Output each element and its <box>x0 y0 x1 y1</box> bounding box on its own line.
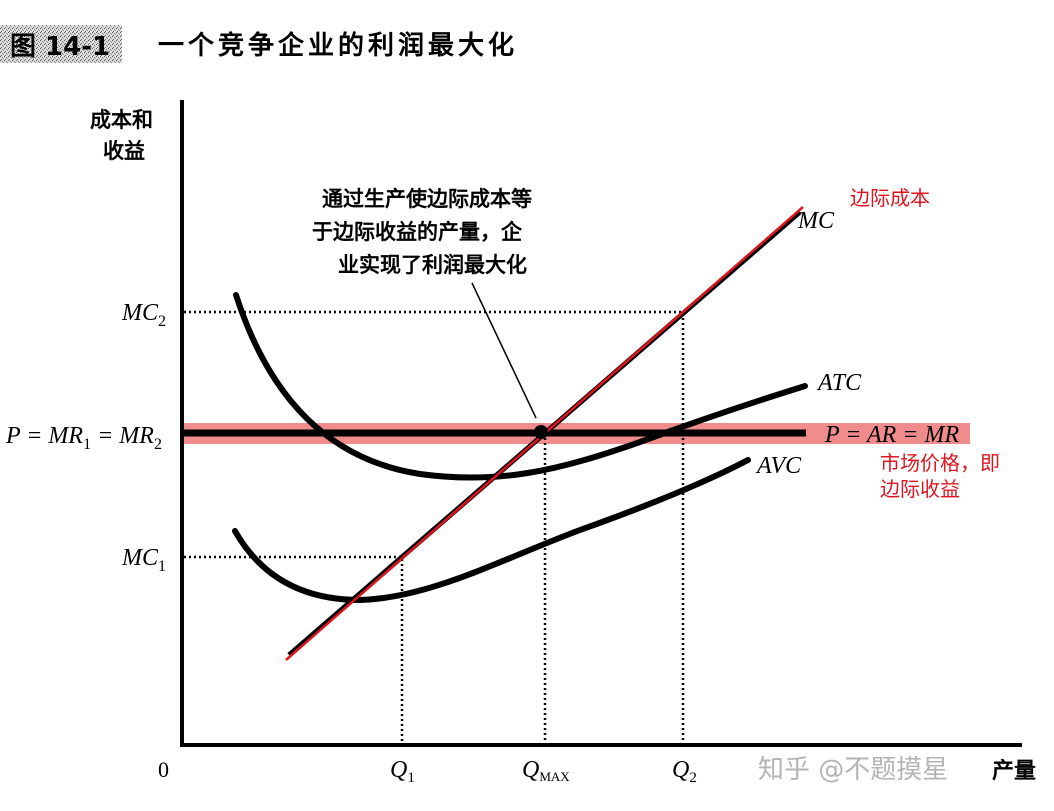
annotation-line1: 通过生产使边际成本等 <box>322 187 532 211</box>
atc-curve <box>233 292 808 481</box>
x-tick-q1: Q1 <box>390 757 415 786</box>
profit-max-point <box>534 425 548 439</box>
price-note-line1: 市场价格，即 <box>880 451 1000 475</box>
x-axis-label: 产量 <box>992 759 1036 784</box>
mc-note: 边际成本 <box>850 186 930 210</box>
figure-number-box <box>0 25 122 63</box>
y-tick-price: P = MR1 = MR2 <box>5 423 162 453</box>
origin-label: 0 <box>158 757 169 782</box>
y-tick-mc1: MC1 <box>121 545 166 575</box>
figure-title: 一个竞争企业的利润最大化 <box>158 30 518 61</box>
price-line-label: P = AR = MR <box>824 422 959 448</box>
annotation-pointer <box>471 282 537 419</box>
figure-number: 图 14-1 <box>10 32 110 62</box>
mc-label: MC <box>797 208 835 234</box>
annotation-box <box>314 180 594 278</box>
mc2-guide <box>184 310 685 745</box>
annotation-line3: 业实现了利润最大化 <box>338 253 527 277</box>
avc-label: AVC <box>755 453 802 479</box>
x-tick-q2: Q2 <box>672 757 697 786</box>
atc-label: ATC <box>816 370 862 396</box>
price-note-line2: 边际收益 <box>880 477 960 501</box>
y-axis-label-line1: 成本和 <box>90 108 153 132</box>
y-axis-label-line2: 收益 <box>103 139 145 163</box>
annotation-line2: 于边际收益的产量，企 <box>312 220 523 244</box>
avc-curve <box>232 457 751 604</box>
watermark: 知乎 @不题摸星 <box>758 755 948 785</box>
x-tick-qmax: QMAX <box>522 757 570 784</box>
y-tick-mc2: MC2 <box>121 300 166 330</box>
